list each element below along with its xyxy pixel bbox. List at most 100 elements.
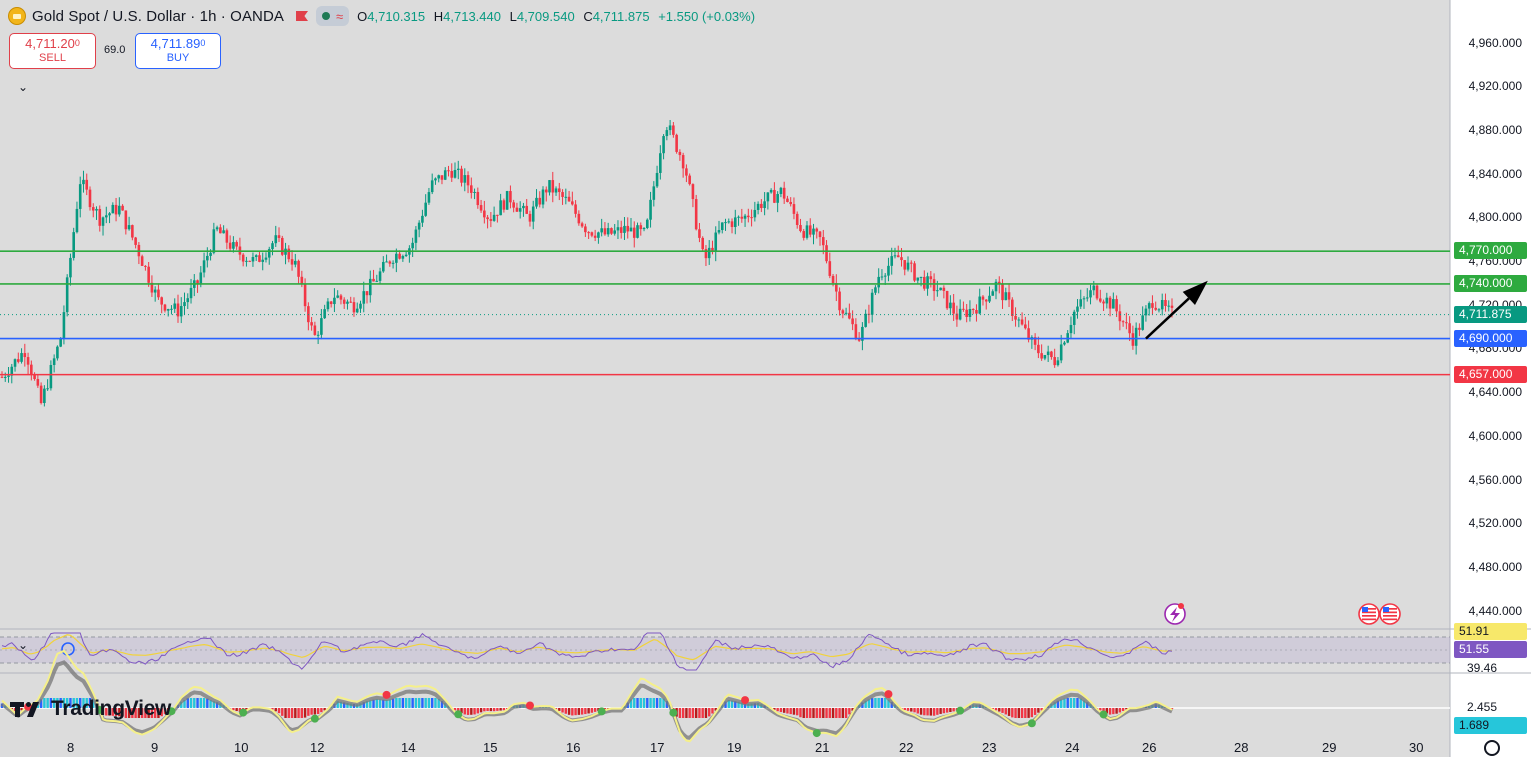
candle-body (522, 205, 525, 209)
oscillator-bar (320, 708, 323, 713)
ohlc-open-key: O (357, 8, 368, 24)
candle-body (466, 175, 470, 186)
oscillator-bar (486, 708, 489, 711)
candle-body (557, 188, 561, 193)
settings-gear-icon[interactable] (1484, 740, 1500, 756)
oscillator-bar (1011, 708, 1014, 718)
candle-body (1069, 324, 1073, 334)
oscillator-bar (916, 708, 919, 714)
candle-body (290, 259, 294, 265)
oscillator-bar (46, 698, 49, 708)
oscillator-bar (773, 708, 776, 710)
candle-body (16, 359, 20, 362)
candle-body (740, 216, 744, 219)
oscillator-bar (919, 708, 923, 715)
sell-price: 4,711.200 (10, 36, 95, 51)
flag-canton (1362, 607, 1368, 612)
tradingview-logo[interactable]: TradingView (10, 697, 171, 721)
oscillator-bar (473, 708, 476, 715)
oscillator-bar (365, 701, 369, 708)
oscillator-bar (796, 708, 799, 716)
ohlc-readout: O4,710.315 H4,713.440 L4,709.540 C4,711.… (357, 9, 755, 24)
oscillator-bar (72, 698, 75, 708)
rsi-collapse-chevron-icon[interactable]: ⌄ (18, 638, 29, 652)
candle-body (766, 192, 770, 202)
oscillator-bar (39, 699, 43, 708)
candle-body (965, 309, 968, 317)
candle-body (799, 225, 802, 232)
flag-stripe (1362, 618, 1376, 621)
rsi-value-tag: 51.55 (1454, 641, 1527, 658)
buy-price-pip: 0 (200, 38, 206, 48)
candle-body (108, 213, 111, 216)
candle-body (91, 207, 95, 211)
candle-body (577, 213, 581, 224)
symbol-title[interactable]: Gold Spot / U.S. Dollar · 1h · OANDA (32, 7, 285, 25)
candle-body (88, 189, 92, 208)
oscillator-bar (404, 698, 408, 708)
oscillator-bar (49, 698, 53, 708)
candle-body (1085, 297, 1089, 299)
red-flag-icon[interactable] (296, 11, 309, 21)
candle-body (271, 243, 274, 250)
flag-stripe (1362, 611, 1376, 614)
candle-body (95, 208, 98, 211)
oscillator-bar (828, 708, 831, 718)
candle-body (567, 196, 571, 202)
candle-body (261, 259, 265, 262)
oscillator-bar (499, 708, 502, 711)
sell-button[interactable]: 4,711.200 SELL (9, 33, 96, 69)
candle-body (437, 175, 441, 179)
candle-body (724, 222, 727, 224)
candle-body (580, 223, 584, 227)
trend-arrow-shaft[interactable] (1145, 297, 1190, 340)
candle-body (222, 230, 225, 234)
candle-body (711, 247, 714, 252)
candle-body (1147, 303, 1151, 309)
indicator-status-pill[interactable]: ≈ (316, 6, 350, 26)
candle-body (78, 184, 82, 209)
oscillator-bar (453, 708, 457, 711)
candle-body (1157, 309, 1161, 311)
oscillator-bar (437, 698, 440, 708)
candle-body (1170, 305, 1174, 308)
candle-body (877, 276, 880, 288)
candle-body (336, 295, 339, 298)
oscillator-cross-dot (597, 707, 606, 716)
rsi-ma-line (1, 634, 1173, 661)
collapse-chevron-icon[interactable]: ⌄ (18, 80, 29, 94)
oscillator-bar (121, 708, 124, 717)
candle-body (753, 209, 757, 218)
candle-body (447, 170, 450, 172)
candle-body (303, 283, 307, 307)
oscillator-pane[interactable] (0, 649, 1531, 743)
candle-body (597, 232, 600, 238)
event-badge-dot (1178, 603, 1184, 609)
ohlc-low-value: 4,709.540 (516, 8, 575, 24)
candle-body (30, 364, 33, 376)
oscillator-bar (414, 698, 418, 708)
oscillator-bar (1020, 708, 1024, 718)
buy-label: BUY (166, 52, 190, 64)
candle-body (851, 318, 854, 325)
oscillator-bar (88, 698, 92, 708)
candle-body (685, 168, 688, 176)
oscillator-bar (118, 708, 121, 717)
candle-body (160, 297, 163, 305)
candle-body (939, 287, 942, 291)
candle-body (1102, 301, 1105, 304)
trend-arrow-head[interactable] (1182, 280, 1208, 306)
oscillator-signal-tag: 1.689 (1454, 717, 1527, 734)
buy-button[interactable]: 4,711.890 BUY (135, 33, 221, 69)
candle-body (323, 309, 326, 319)
rsi-pane[interactable] (0, 628, 1531, 671)
candle-body (453, 170, 457, 178)
oscillator-bar (786, 708, 789, 714)
oscillator-bar (587, 708, 590, 714)
candle-body (473, 191, 476, 193)
time-tick-label: 12 (310, 740, 325, 755)
oscillator-bar (701, 708, 704, 718)
oscillator-bar (297, 708, 300, 718)
time-tick-label: 16 (566, 740, 581, 755)
